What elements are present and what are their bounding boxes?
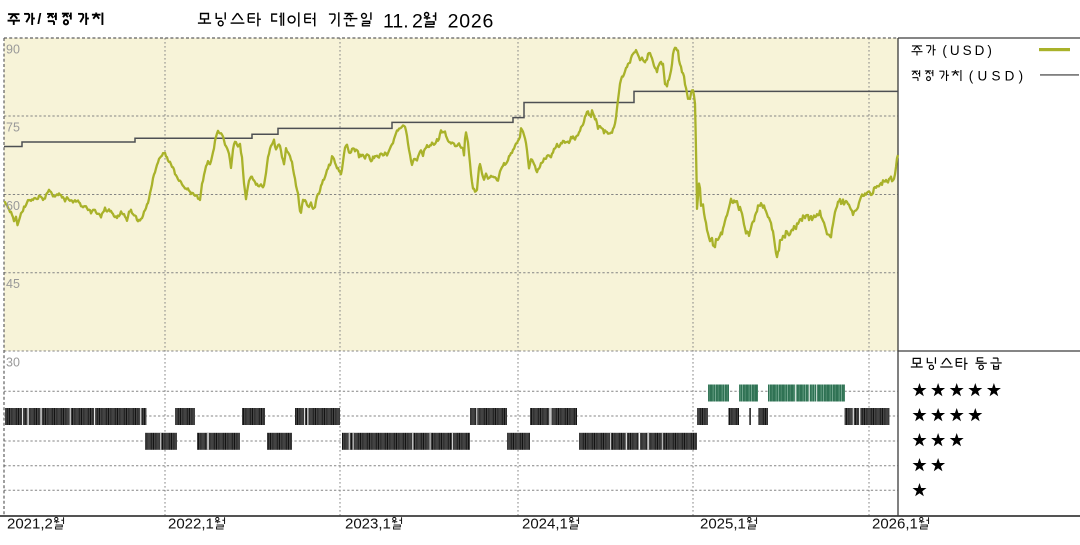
- svg-text:/: /: [37, 11, 42, 28]
- svg-text:75: 75: [6, 121, 20, 135]
- svg-text:11.: 11.: [383, 11, 409, 33]
- svg-text:2022,1: 2022,1: [168, 516, 214, 533]
- svg-text:45: 45: [6, 277, 20, 291]
- svg-text:2023,1: 2023,1: [345, 516, 391, 533]
- svg-text:(USD): (USD): [942, 43, 995, 58]
- svg-text:30: 30: [6, 356, 20, 370]
- svg-text:2024,1: 2024,1: [522, 516, 568, 533]
- svg-text:2021,2: 2021,2: [7, 516, 53, 533]
- svg-text:2025,1: 2025,1: [700, 516, 746, 533]
- svg-text:60: 60: [6, 199, 20, 213]
- svg-text:2026,1: 2026,1: [872, 516, 918, 533]
- svg-text:(USD): (USD): [969, 69, 1028, 84]
- svg-text:2026: 2026: [448, 11, 495, 33]
- svg-text:2: 2: [412, 11, 423, 33]
- svg-text:90: 90: [6, 43, 20, 57]
